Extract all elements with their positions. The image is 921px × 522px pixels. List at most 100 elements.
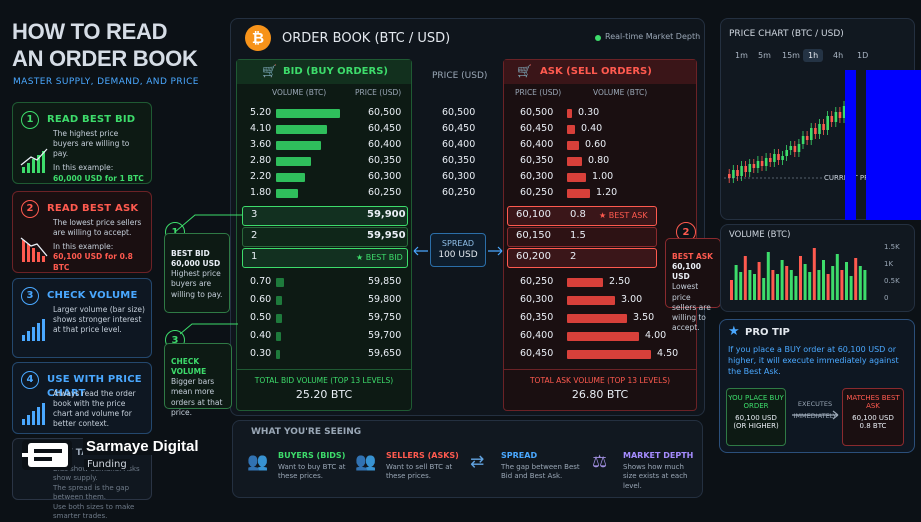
ask-price-col: PRICE (USD)	[515, 88, 562, 97]
volume-bar	[753, 274, 756, 300]
seeing-title: WHAT YOU'RE SEEING	[251, 427, 362, 437]
step-number: 4	[21, 371, 39, 389]
timeframe-tab[interactable]: 1h	[803, 49, 824, 62]
bid-volume: 4.10	[250, 123, 272, 134]
best-ask-row-2[interactable]	[507, 227, 657, 247]
ask-volume: 4.50	[657, 348, 679, 359]
best-bid-row-1[interactable]	[242, 248, 408, 268]
tip-box-1-sub: (OR HIGHER)	[733, 422, 779, 430]
volume-tick: 0	[884, 294, 889, 302]
bid-price: 60,350	[368, 155, 402, 166]
tip-box-2-sub: 0.8 BTC	[859, 422, 887, 430]
timeframe-tab[interactable]: 15m	[782, 51, 800, 60]
timeframe-tab[interactable]: 5m	[758, 51, 771, 60]
best-bid-row-2[interactable]	[242, 227, 408, 247]
candle-body	[830, 116, 834, 122]
ask-depth-bar	[567, 125, 575, 134]
bid-depth-bar	[276, 189, 298, 198]
volume-bar	[785, 266, 789, 300]
bid-price: 60,400	[368, 139, 402, 150]
tip-arrow-label: EXECUTES IMMEDIATELY	[793, 400, 837, 421]
step-number: 1	[21, 111, 39, 129]
total-ask-label: TOTAL ASK VOLUME (TOP 13 LEVELS)	[529, 376, 671, 385]
timeframe-tab[interactable]: 1D	[857, 51, 869, 60]
legend-text: Want to buy BTC at these prices.	[278, 463, 346, 481]
best-ask-row-3[interactable]	[507, 248, 657, 268]
bitcoin-icon: ₿	[245, 25, 271, 51]
candle-body	[814, 128, 817, 134]
step-example-label: In this example:	[53, 242, 114, 252]
tip-box-2: MATCHES BEST ASK 60,100 USD 0.8 BTC	[842, 388, 904, 446]
bid-depth-bar	[276, 109, 340, 118]
best-ask-vol-2: 1.5	[570, 230, 586, 241]
candle-body	[810, 128, 813, 140]
scale-icon: ⚖	[592, 452, 608, 472]
candle-body	[732, 170, 735, 178]
volume-bar	[808, 272, 812, 300]
volume-bar	[789, 270, 793, 300]
volume-bar	[762, 278, 766, 300]
live-label: Real-time Market Depth	[605, 32, 701, 41]
step-card-4: 4 USE WITH PRICE CHART Always read the o…	[12, 362, 152, 434]
volume-bar	[863, 270, 867, 300]
legend-item: MARKET DEPTH Shows how much size exists a…	[623, 451, 698, 491]
volume-bar	[780, 260, 784, 300]
volume-bars	[730, 248, 867, 300]
brand-name: Sarmaye Digital	[83, 438, 202, 455]
best-bid-price-2: 59,950	[367, 230, 406, 241]
legend-title: BUYERS (BIDS)	[278, 451, 346, 460]
candle-body	[834, 112, 838, 122]
best-ask-row-1[interactable]	[507, 206, 657, 226]
bid-price: 59,650	[368, 348, 402, 359]
mid-price: 60,350	[442, 155, 476, 166]
bid-header	[237, 60, 411, 84]
volume-bar	[766, 252, 770, 300]
bid-volume: 5.20	[250, 107, 272, 118]
best-ask-price-2: 60,150	[516, 230, 551, 241]
timeframe-tab[interactable]: 4h	[833, 51, 844, 60]
ask-depth-bar	[567, 296, 615, 305]
legend-title: SELLERS (ASKS)	[386, 451, 459, 460]
candle-body	[769, 158, 772, 162]
bid-volume: 1.80	[250, 187, 272, 198]
callout-1-title: BEST BID	[171, 249, 210, 258]
ask-depth-bar	[567, 157, 582, 166]
bid-volume: 2.80	[250, 155, 272, 166]
legend-text: Want to sell BTC at these prices.	[386, 463, 453, 481]
brand-mark-icon	[22, 443, 68, 467]
volume-bar	[776, 274, 779, 300]
step-card-1: 1 READ BEST BID The highest price buyers…	[12, 102, 152, 184]
candle-body	[826, 116, 829, 130]
ask-price: 60,250	[520, 187, 554, 198]
step-text: Always read the order book with the pric…	[53, 389, 136, 429]
volume-bar	[730, 280, 733, 300]
timeframe-tab[interactable]: 1m	[735, 51, 748, 60]
title-line-1: HOW TO READ	[12, 19, 168, 44]
chart-overlay-2	[866, 70, 921, 220]
ask-price: 60,500	[520, 107, 554, 118]
seeing-panel	[232, 420, 703, 498]
bid-title: BID (BUY ORDERS)	[283, 66, 388, 77]
best-ask-vol-3: 2	[570, 251, 577, 262]
step-text: Larger volume (bar size) shows stronger …	[53, 305, 145, 335]
volume-bar	[849, 276, 853, 300]
best-bid-tag: ★ BEST BID	[356, 253, 403, 262]
bid-depth-bar	[276, 314, 282, 323]
candle-body	[777, 154, 780, 160]
spread-box: SPREAD 100 USD	[430, 233, 486, 267]
live-dot-icon	[595, 35, 601, 41]
ask-depth-bar	[567, 278, 603, 287]
step-title: USE WITH PRICE CHART	[47, 374, 142, 399]
ask-price: 60,400	[520, 330, 554, 341]
bid-price: 60,500	[368, 107, 402, 118]
bid-price: 60,300	[368, 171, 402, 182]
best-bid-vol-2: 2	[251, 230, 258, 241]
ask-volume: 4.00	[645, 330, 667, 341]
best-bid-row-3[interactable]	[242, 206, 408, 226]
bid-depth-bar	[276, 296, 282, 305]
candle-body	[752, 164, 756, 168]
callout-1-connector	[175, 214, 243, 233]
step-title: READ BEST BID	[47, 114, 136, 125]
volume-tick: 1.5K	[884, 243, 900, 251]
candle-body	[728, 174, 731, 178]
